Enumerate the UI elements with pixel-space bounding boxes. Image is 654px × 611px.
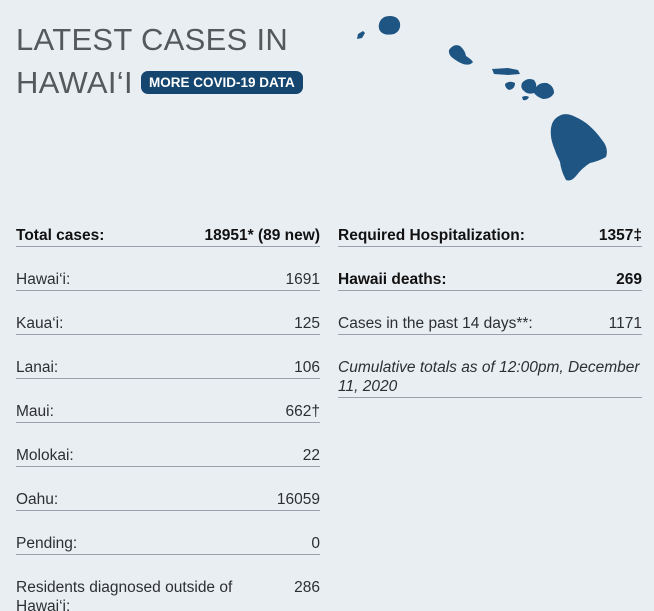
stat-label: Cases in the past 14 days**: (338, 315, 533, 332)
stat-value: 0 (311, 535, 320, 552)
stat-row-kaua-i: Kaua‘i: 125 (16, 314, 320, 335)
stat-value: 125 (294, 315, 320, 332)
stat-label: Total cases: (16, 227, 105, 244)
county-cases-column: Total cases: 18951* (89 new) Hawai‘i: 1691 K… (16, 226, 320, 611)
molokai-island-icon (492, 68, 520, 75)
stat-label: Residents diagnosed outside of Hawai‘i: (16, 579, 233, 611)
stat-value: 22 (302, 447, 320, 464)
stat-value: 1357‡ (598, 227, 642, 244)
stat-row-hawai-i: Hawai‘i: 1691 (16, 270, 320, 291)
kauai-island-icon (378, 16, 401, 35)
stat-row-oahu: Oahu: 16059 (16, 490, 320, 511)
page-title-line-2: HAWAI‘I (16, 65, 133, 100)
page-title-line-1: LATEST CASES IN (16, 22, 289, 57)
stat-value: 18951* (89 new) (204, 227, 320, 244)
stat-value: 662† (285, 403, 320, 420)
stat-row-hawaii-deaths: Hawaii deaths: 269 (338, 270, 642, 291)
cumulative-totals-note: Cumulative totals as of 12:00pm, Decembe… (338, 358, 642, 398)
stat-row-maui: Maui: 662† (16, 402, 320, 423)
stat-label: Hawaii deaths: (338, 271, 447, 288)
stat-row-lanai: Lanai: 106 (16, 358, 320, 379)
maui-island-icon (521, 79, 554, 99)
stat-row-required-hospitalization: Required Hospitalization: 1357‡ (338, 226, 642, 247)
stat-row-cases-in-the-past-14-days: Cases in the past 14 days**: 1171 (338, 314, 642, 335)
hawaii-islands-map-icon (357, 16, 607, 181)
stat-value: 286 (294, 579, 320, 596)
stat-value: 269 (616, 271, 642, 288)
kahoolawe-island-icon (522, 96, 529, 101)
niihau-island-icon (357, 31, 365, 39)
stat-value: 1171 (608, 315, 642, 332)
stat-label: Lanai: (16, 359, 59, 376)
oahu-island-icon (448, 45, 473, 65)
stat-label: Molokai: (16, 447, 74, 464)
stat-label: Pending: (16, 535, 78, 552)
summary-stats-column: Required Hospitalization: 1357‡ Hawaii dea… (338, 226, 642, 398)
more-covid-data-button[interactable]: MORE COVID-19 DATA (141, 71, 303, 94)
stat-row-pending: Pending: 0 (16, 534, 320, 555)
stat-value: 16059 (276, 491, 320, 508)
stat-value: 1691 (285, 271, 320, 288)
lanai-island-icon (505, 81, 515, 90)
stat-row-residents-diagnosed-outside-of-hawai-i: Residents diagnosed outside of Hawai‘i: 2… (16, 578, 320, 611)
stat-label: Required Hospitalization: (338, 227, 525, 244)
stat-label: Hawai‘i: (16, 271, 71, 288)
stat-row-molokai: Molokai: 22 (16, 446, 320, 467)
stat-row-total-cases: Total cases: 18951* (89 new) (16, 226, 320, 247)
stat-label: Oahu: (16, 491, 59, 508)
stat-label: Kaua‘i: (16, 315, 64, 332)
big-island-icon (550, 114, 607, 181)
stat-label: Maui: (16, 403, 54, 420)
page-title: LATEST CASES IN HAWAI‘I (16, 18, 316, 104)
stat-value: 106 (294, 359, 320, 376)
